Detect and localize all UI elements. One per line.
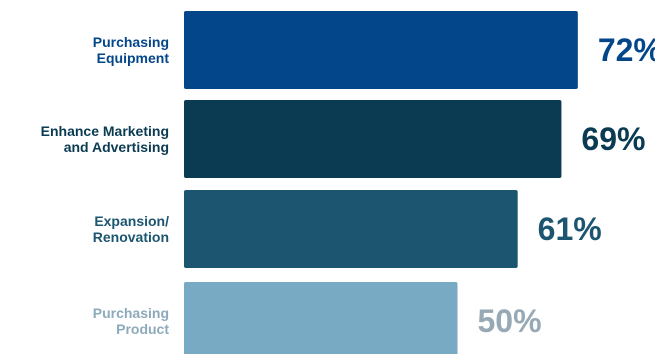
- value-label-0: 72%: [598, 32, 655, 68]
- category-label-line: Expansion/: [94, 213, 169, 229]
- category-label-line: Purchasing: [93, 305, 169, 321]
- category-label-0: Purchasing Equipment: [93, 34, 170, 66]
- bar-2: [184, 190, 518, 268]
- category-label-1: Enhance Marketing and Advertising: [41, 123, 169, 155]
- category-label-2: Expansion/Renovation: [93, 213, 169, 245]
- value-label-1: 69%: [581, 121, 645, 157]
- bar-3: [184, 282, 458, 354]
- bar-0: [184, 11, 578, 89]
- category-label-line: Renovation: [93, 229, 169, 245]
- category-label-line: Product: [116, 321, 169, 337]
- category-label-line: Enhance Marketing: [41, 123, 169, 139]
- bar-1: [184, 100, 562, 178]
- category-label-3: Purchasing Product: [93, 305, 170, 337]
- value-label-3: 50%: [478, 303, 542, 339]
- category-label-line: and Advertising: [64, 139, 169, 155]
- category-label-line: Purchasing: [93, 34, 169, 50]
- value-label-2: 61%: [538, 211, 602, 247]
- category-label-line: Equipment: [97, 50, 170, 66]
